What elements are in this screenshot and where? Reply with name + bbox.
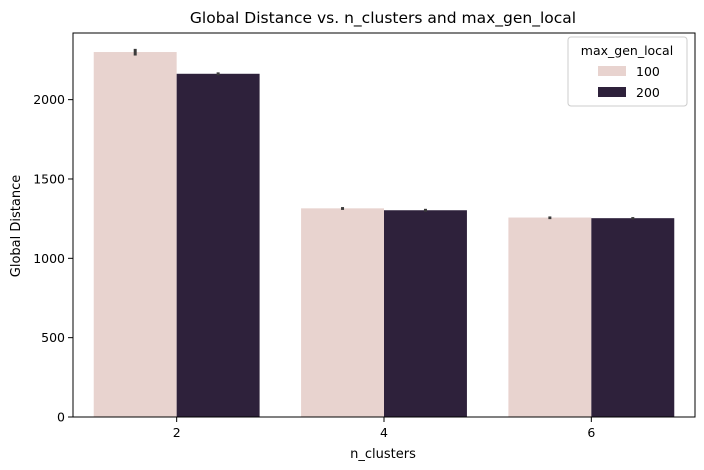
- x-tick-label: 4: [380, 425, 388, 440]
- bar-100-2: [93, 52, 177, 417]
- bar-100-6: [508, 217, 592, 417]
- y-tick-label: 0: [57, 410, 65, 425]
- bar-200-6: [591, 218, 675, 417]
- y-tick-label: 1500: [33, 171, 65, 186]
- legend-frame: [567, 36, 688, 107]
- y-tick-label: 1000: [33, 251, 65, 266]
- bar-200-2: [176, 73, 260, 418]
- y-tick-label: 500: [41, 330, 65, 345]
- legend: max_gen_local 100 200: [567, 36, 688, 107]
- axes-layer: 0 500 1000 1500 2000 2 4 6: [33, 32, 696, 440]
- x-tick-label: 6: [587, 425, 595, 440]
- legend-swatch-200: [598, 87, 626, 97]
- chart-title: Global Distance vs. n_clusters and max_g…: [190, 9, 576, 28]
- bars-layer: [93, 48, 675, 418]
- y-tick-label: 2000: [33, 92, 65, 107]
- bar-100-4: [301, 208, 384, 417]
- y-axis-label: Global Distance: [9, 175, 24, 277]
- legend-title: max_gen_local: [581, 43, 673, 58]
- legend-swatch-100: [598, 66, 626, 76]
- x-tick-label: 2: [173, 425, 181, 440]
- bar-200-4: [384, 210, 467, 417]
- x-axis-label: n_clusters: [350, 447, 416, 462]
- legend-label-200: 200: [636, 85, 660, 100]
- legend-label-100: 100: [636, 64, 660, 79]
